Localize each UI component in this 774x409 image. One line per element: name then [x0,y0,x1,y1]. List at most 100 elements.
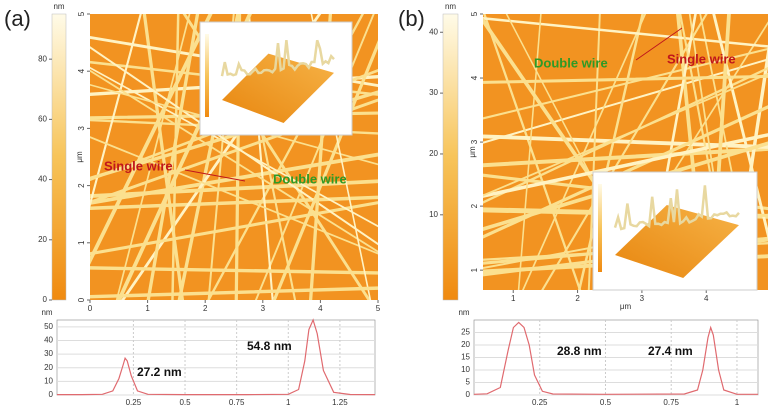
profile-line [473,321,758,395]
x-tick-label: 0.5 [600,398,612,407]
nanowire [90,266,378,275]
annotation-link [184,169,246,182]
x-axis-label: μm [620,302,632,311]
nanowire [146,14,200,300]
nanowire [90,136,378,255]
y-tick-label: 5 [470,11,479,16]
colorbar-unit: nm [53,2,64,11]
peak-label: 54.8 nm [247,339,292,353]
nanowire [90,195,378,211]
plot-area [56,319,376,396]
y-tick-label: 25 [461,328,470,337]
inset-colorbar [205,34,209,117]
nanowire [483,17,768,48]
wire-annotation: Single wire [667,51,736,66]
x-tick-label: 0.75 [229,398,245,407]
colorbar-tick-label: 0 [43,295,48,304]
nanowire [90,66,378,228]
panel-label: (b) [398,6,425,31]
x-tick-label: 1 [511,294,516,303]
y-tick-label: 10 [44,376,53,385]
x-tick-label: 1.25 [332,398,348,407]
nanowire [587,14,601,290]
y-tick-label: 40 [44,336,53,345]
colorbar-tick-label: 10 [429,210,438,219]
inset-base [615,205,739,278]
y-tick-label: 0 [466,390,471,399]
nanowire [483,74,768,84]
nanowire [541,14,708,290]
y-tick-label: 0 [49,390,54,399]
nanowire [90,286,378,299]
colorbar-tick-label: 30 [429,88,438,97]
profile-line [57,318,376,396]
y-tick-label: 1 [470,267,479,272]
y-tick-label: 5 [466,378,471,387]
nanowire [254,14,375,300]
inset-surface [220,39,335,77]
nanowire [90,98,378,204]
nanowire [517,14,542,290]
x-tick-label: 0.75 [663,398,679,407]
wire-annotation: Single wire [104,158,173,173]
nanowire [90,46,378,246]
wire-annotation: Double wire [534,55,608,70]
y-tick-label: 10 [461,365,470,374]
x-tick-label: 4 [318,304,323,313]
y-tick-label: 15 [461,353,470,362]
y-tick-label: 2 [77,183,86,188]
nanowire [272,39,378,300]
x-tick-label: 5 [376,304,381,313]
colorbar-tick-label: 40 [429,27,438,36]
colorbar-tick-label: 20 [429,149,438,158]
colorbar-tick-label: 60 [38,114,47,123]
y-tick-label: 5 [77,11,86,16]
colorbar-tick-label: 20 [38,235,47,244]
colorbar-tick-label: 40 [38,175,47,184]
nanowire [90,14,142,209]
x-tick-label: 1 [286,398,291,407]
x-tick-label: 0.5 [179,398,191,407]
y-axis-label: nm [41,308,52,317]
colorbar-tick-label: 80 [38,54,47,63]
x-tick-label: 1 [735,398,740,407]
nanowire [171,14,180,300]
x-tick-label: 3 [640,294,645,303]
inset-surface [613,185,740,231]
nanowire [182,14,371,300]
y-tick-label: 50 [44,322,53,331]
y-tick-label: 20 [44,363,53,372]
x-tick-label: 2 [575,294,580,303]
nanowire [90,201,378,256]
y-axis-label: μm [75,151,84,163]
y-tick-label: 20 [461,340,470,349]
peak-label: 27.2 nm [137,365,182,379]
nanowire [483,72,768,197]
colorbar [51,13,67,301]
y-tick-label: 1 [77,240,86,245]
annotation-link [635,27,683,61]
y-tick-label: 3 [77,126,86,131]
y-tick-label: 3 [470,139,479,144]
x-tick-label: 3 [261,304,266,313]
x-tick-label: 0 [88,304,93,313]
panel-label: (a) [4,6,31,31]
inset-base [222,53,334,123]
peak-label: 28.8 nm [557,344,602,358]
nanowire [483,133,768,198]
x-tick-label: 2 [203,304,208,313]
y-axis-label: nm [458,308,469,317]
y-tick-label: 2 [470,203,479,208]
x-tick-label: 0.25 [532,398,548,407]
nanowire [90,69,378,253]
inset-colorbar [598,184,602,272]
x-tick-label: 4 [704,294,709,303]
y-tick-label: 4 [77,68,86,73]
nanowire [460,0,480,330]
y-tick-label: 0 [77,297,86,302]
x-tick-label: 0.25 [126,398,142,407]
colorbar [442,13,459,301]
peak-label: 27.4 nm [648,344,693,358]
wire-annotation: Double wire [273,171,347,186]
